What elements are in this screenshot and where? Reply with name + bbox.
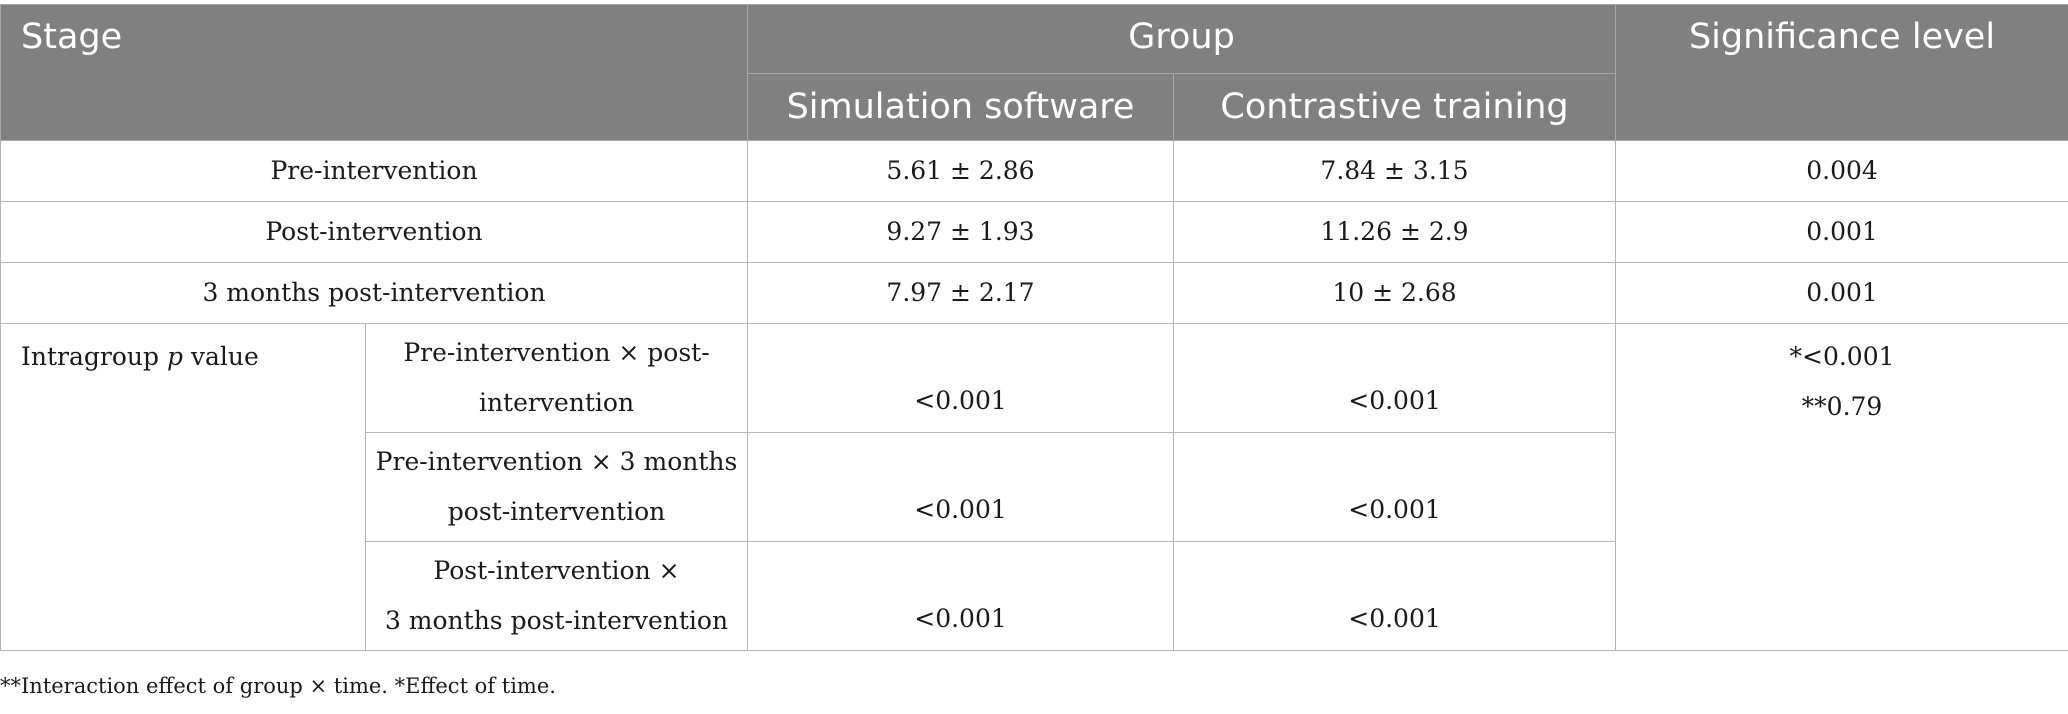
comparison-cell: Pre-intervention × post- intervention	[364, 323, 749, 433]
comparison-line: Pre-intervention × 3 months	[375, 447, 738, 476]
significance-note: *<0.001	[1789, 342, 1895, 371]
simulation-cell: 9.27 ± 1.93	[747, 201, 1175, 263]
comparison-line: post-intervention	[447, 497, 666, 526]
table-row: Post-intervention × 3 months post-interv…	[1, 541, 2068, 651]
simulation-cell: 5.61 ± 2.86	[747, 140, 1175, 202]
intragroup-label: Intragroup p value	[0, 323, 366, 651]
comparison-line: intervention	[478, 388, 635, 417]
contrastive-cell: 7.84 ± 3.15	[1173, 140, 1617, 202]
table-row: Intragroup p value Pre-intervention × po…	[0, 323, 2068, 651]
stage-cell: 3 months post-intervention	[0, 262, 749, 324]
simulation-cell: <0.001	[747, 541, 1175, 651]
contrastive-cell: <0.001	[1173, 323, 1617, 433]
contrastive-cell: 10 ± 2.68	[1173, 262, 1617, 324]
contrastive-cell: <0.001	[1173, 432, 1617, 542]
significance-notes-cell: *<0.001 **0.79	[1615, 323, 2068, 651]
comparison-line: Post-intervention ×	[433, 556, 680, 585]
comparison-cell: Pre-intervention × 3 months post-interve…	[364, 432, 749, 542]
stage-cell: Post-intervention	[0, 201, 749, 263]
stage-cell: Pre-intervention	[0, 140, 749, 202]
results-table: Stage Group Significance level Simulatio…	[0, 4, 2068, 651]
table-row: Pre-intervention 5.61 ± 2.86 7.84 ± 3.15…	[0, 140, 2068, 202]
significance-cell: 0.001	[1615, 201, 2068, 263]
significance-cell: 0.001	[1615, 262, 2068, 324]
table-row: Post-intervention 9.27 ± 1.93 11.26 ± 2.…	[0, 201, 2068, 263]
contrastive-cell: 11.26 ± 2.9	[1173, 201, 1617, 263]
header-group: Group	[747, 4, 1617, 74]
simulation-cell: <0.001	[747, 432, 1175, 542]
header-significance: Significance level	[1615, 4, 2068, 141]
header-contrastive-training: Contrastive training	[1173, 73, 1617, 141]
intragroup-label-p: p	[166, 342, 183, 371]
contrastive-cell: <0.001	[1173, 541, 1617, 651]
comparison-line: Pre-intervention × post-	[403, 338, 710, 367]
intragroup-label-prefix: Intragroup	[21, 342, 167, 371]
significance-cell: 0.004	[1615, 140, 2068, 202]
significance-note: **0.79	[1801, 392, 1883, 421]
comparison-cell: Post-intervention × 3 months post-interv…	[364, 541, 749, 651]
simulation-cell: <0.001	[747, 323, 1175, 433]
header-simulation-software: Simulation software	[747, 73, 1175, 141]
comparison-line: 3 months post-intervention	[384, 606, 729, 635]
intragroup-label-suffix: value	[182, 342, 259, 371]
table-footnote: **Interaction effect of group × time. *E…	[0, 674, 556, 698]
header-stage: Stage	[0, 4, 749, 141]
table-row: 3 months post-intervention 7.97 ± 2.17 1…	[0, 262, 2068, 324]
simulation-cell: 7.97 ± 2.17	[747, 262, 1175, 324]
